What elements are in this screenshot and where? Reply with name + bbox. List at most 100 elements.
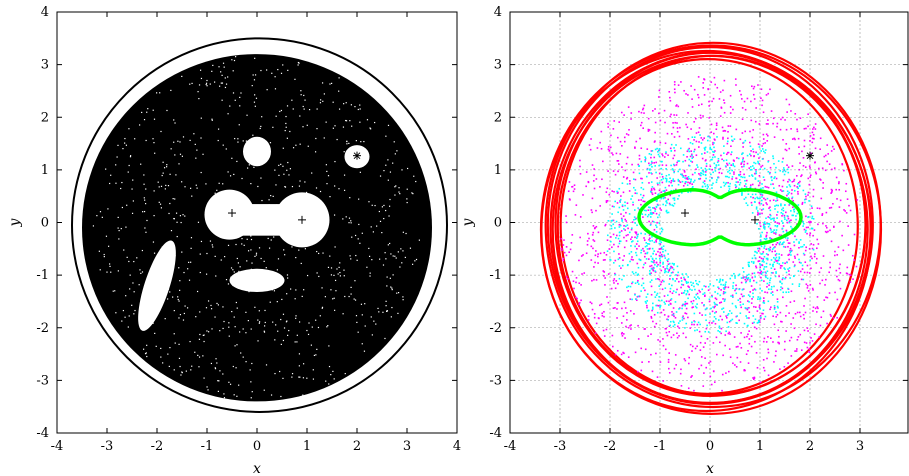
cyan-orbit-point — [779, 288, 782, 291]
cyan-orbit-point — [810, 227, 813, 230]
magenta-orbit-point — [665, 327, 667, 330]
magenta-orbit-point — [697, 76, 700, 78]
cyan-orbit-point — [655, 171, 657, 174]
magenta-orbit-point — [622, 191, 625, 194]
speckle — [252, 270, 254, 272]
cyan-orbit-point — [665, 200, 667, 203]
cyan-orbit-point — [751, 193, 754, 196]
cyan-orbit-point — [770, 231, 773, 234]
magenta-orbit-point — [785, 211, 787, 214]
magenta-orbit-point — [741, 132, 744, 134]
magenta-orbit-point — [820, 197, 823, 200]
cyan-orbit-point — [797, 204, 800, 206]
cyan-orbit-point — [689, 141, 692, 144]
magenta-orbit-point — [754, 172, 756, 175]
x-tick-label: 0 — [706, 439, 714, 454]
magenta-orbit-point — [745, 179, 748, 182]
magenta-orbit-point — [736, 356, 739, 359]
magenta-orbit-point — [711, 294, 713, 297]
magenta-orbit-point — [703, 180, 706, 182]
magenta-orbit-point — [624, 218, 626, 221]
speckle — [246, 260, 248, 262]
cyan-orbit-point — [649, 273, 651, 276]
magenta-orbit-point — [582, 254, 584, 256]
magenta-orbit-point — [839, 272, 842, 274]
magenta-orbit-point — [838, 267, 841, 270]
magenta-orbit-point — [749, 291, 752, 293]
magenta-orbit-point — [676, 332, 678, 335]
speckle — [183, 271, 185, 274]
speckle — [283, 327, 286, 329]
magenta-orbit-point — [758, 213, 760, 215]
cyan-orbit-point — [763, 302, 766, 304]
speckle — [170, 230, 173, 232]
magenta-orbit-point — [723, 102, 726, 104]
magenta-orbit-point — [565, 254, 568, 257]
cyan-orbit-point — [711, 156, 714, 159]
magenta-orbit-point — [611, 334, 614, 337]
cyan-orbit-point — [742, 267, 744, 269]
cyan-orbit-point — [772, 155, 774, 157]
cyan-orbit-point — [746, 307, 749, 309]
magenta-orbit-point — [778, 222, 781, 225]
magenta-orbit-point — [767, 348, 769, 351]
magenta-orbit-point — [823, 299, 826, 301]
magenta-orbit-point — [667, 358, 670, 361]
cyan-orbit-point — [646, 215, 649, 218]
cyan-orbit-point — [658, 222, 661, 225]
cyan-orbit-point — [750, 168, 753, 171]
magenta-orbit-point — [700, 103, 703, 106]
magenta-orbit-point — [796, 338, 799, 341]
speckle — [325, 380, 327, 382]
cyan-orbit-point — [802, 222, 805, 225]
magenta-orbit-point — [782, 296, 784, 299]
cyan-orbit-point — [749, 186, 752, 188]
speckle — [234, 201, 236, 203]
speckle — [325, 121, 327, 123]
magenta-orbit-point — [781, 116, 784, 119]
magenta-orbit-point — [673, 170, 676, 173]
magenta-orbit-point — [615, 152, 618, 155]
speckle — [334, 246, 336, 248]
magenta-orbit-point — [779, 267, 782, 269]
magenta-orbit-point — [811, 257, 813, 260]
cyan-orbit-point — [631, 240, 633, 243]
cyan-orbit-point — [668, 304, 670, 306]
cyan-orbit-point — [649, 209, 652, 211]
speckle — [415, 180, 417, 183]
magenta-orbit-point — [701, 314, 703, 316]
magenta-orbit-point — [787, 362, 789, 364]
magenta-orbit-point — [811, 247, 814, 250]
speckle — [116, 156, 118, 158]
magenta-orbit-point — [811, 287, 814, 290]
magenta-orbit-point — [626, 202, 629, 205]
speckle — [145, 352, 147, 354]
speckle — [161, 273, 163, 275]
cyan-orbit-point — [778, 257, 781, 260]
speckle — [227, 231, 229, 233]
magenta-orbit-point — [613, 278, 616, 280]
y-tick-label: -1 — [489, 268, 502, 283]
cyan-orbit-point — [763, 228, 766, 230]
speckle — [179, 280, 181, 282]
cyan-orbit-point — [741, 153, 743, 156]
speckle — [299, 376, 301, 378]
cyan-orbit-point — [776, 225, 778, 228]
speckle — [368, 201, 370, 203]
speckle — [270, 239, 272, 241]
magenta-orbit-point — [807, 125, 809, 128]
speckle — [106, 271, 108, 273]
magenta-orbit-point — [659, 119, 662, 122]
magenta-orbit-point — [686, 177, 688, 179]
cyan-orbit-point — [697, 296, 699, 298]
speckle — [288, 174, 290, 176]
cyan-orbit-point — [686, 289, 689, 292]
magenta-orbit-point — [752, 377, 754, 379]
cyan-orbit-point — [781, 227, 784, 230]
magenta-orbit-point — [838, 206, 841, 208]
cyan-orbit-point — [717, 319, 720, 321]
speckle — [406, 167, 409, 170]
magenta-orbit-point — [793, 327, 796, 330]
magenta-orbit-point — [655, 352, 657, 355]
magenta-orbit-point — [629, 325, 631, 327]
